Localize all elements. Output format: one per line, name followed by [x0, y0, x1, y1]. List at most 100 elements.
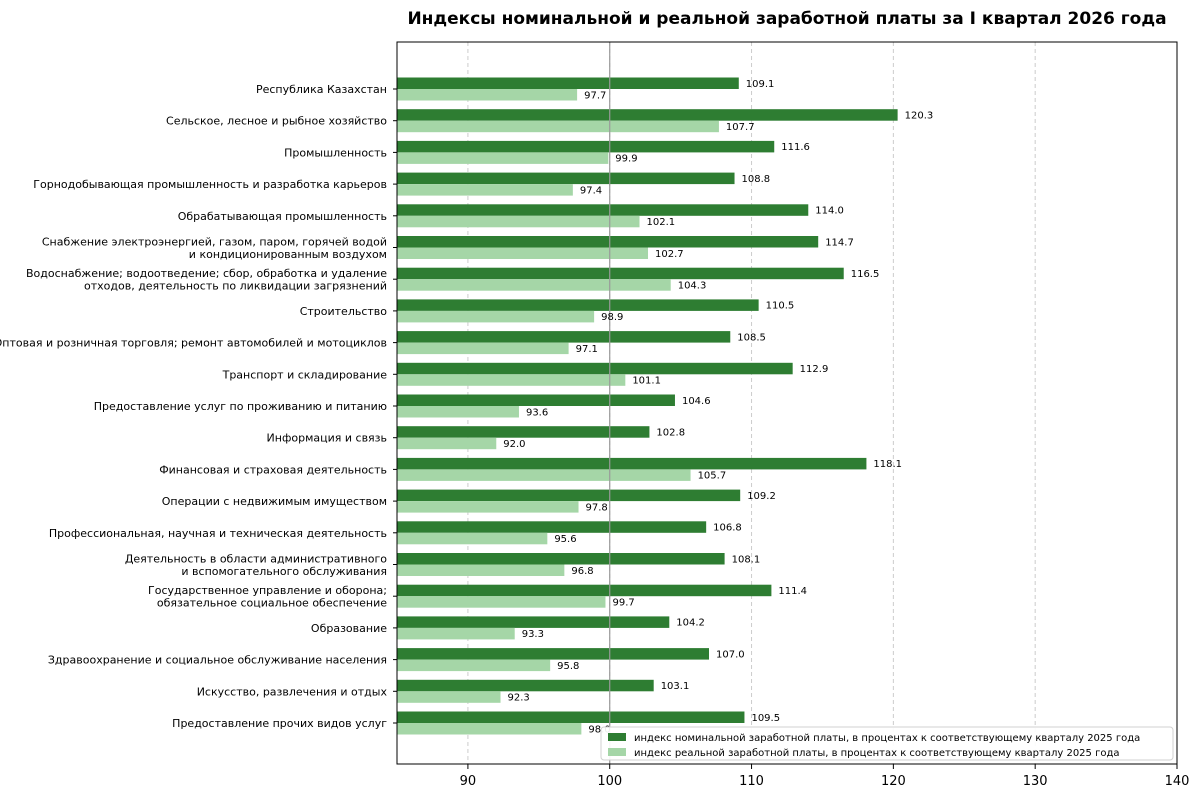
category-label-line: Снабжение электроэнергией, газом, паром,… — [42, 236, 387, 249]
data-label-nominal-13: 109.2 — [747, 491, 776, 502]
category-label-14: Профессиональная, научная и техническая … — [49, 527, 387, 540]
bar-real-5 — [397, 247, 649, 259]
category-label-line: Государственное управление и оборона; — [148, 584, 387, 597]
data-label-real-13: 97.8 — [586, 502, 608, 513]
data-label-real-16: 99.7 — [612, 597, 634, 608]
bar-real-0 — [397, 89, 578, 101]
legend: индекс номинальной заработной платы, в п… — [600, 726, 1174, 761]
category-label-17: Образование — [311, 622, 387, 635]
category-label-1: Сельское, лесное и рыбное хозяйство — [166, 115, 387, 128]
data-label-real-18: 95.8 — [557, 661, 579, 672]
bar-nominal-8 — [397, 331, 731, 343]
bar-real-17 — [397, 627, 515, 640]
data-label-real-2: 99.9 — [615, 154, 637, 165]
category-label-line: обязательное социальное обеспечение — [157, 597, 387, 610]
data-label-nominal-19: 103.1 — [661, 681, 690, 692]
x-tick-label-130: 130 — [1023, 774, 1048, 789]
bar-real-6 — [397, 279, 671, 291]
data-label-nominal-5: 114.7 — [825, 237, 854, 248]
data-label-nominal-2: 111.6 — [781, 142, 810, 153]
bar-real-8 — [397, 342, 569, 355]
bar-real-12 — [397, 469, 691, 481]
category-label-18: Здравоохранение и социальное обслуживани… — [48, 654, 387, 667]
category-label-19: Искусство, развлечения и отдых — [197, 685, 388, 698]
x-tick-label-100: 100 — [597, 774, 622, 789]
category-label-5: Снабжение электроэнергией, газом, паром,… — [42, 236, 387, 262]
data-label-nominal-15: 108.1 — [732, 554, 761, 565]
data-label-real-0: 97.7 — [584, 90, 606, 101]
bar-real-15 — [397, 564, 565, 576]
bar-nominal-1 — [397, 109, 898, 121]
bar-nominal-11 — [397, 426, 650, 438]
data-label-real-20: 98.0 — [588, 724, 610, 735]
bar-nominal-13 — [397, 489, 741, 502]
bar-real-9 — [397, 374, 626, 386]
category-label-12: Финансовая и страховая деятельность — [159, 463, 387, 476]
bar-nominal-16 — [397, 584, 772, 597]
x-tick-label-90: 90 — [460, 774, 477, 789]
bar-nominal-10 — [397, 394, 675, 406]
data-label-real-8: 97.1 — [576, 344, 598, 355]
bar-real-19 — [397, 691, 501, 703]
bar-nominal-15 — [397, 553, 725, 565]
category-label-line: отходов, деятельность по ликвидации загр… — [84, 280, 387, 293]
bar-real-20 — [397, 723, 582, 735]
legend-label-real: индекс реальной заработной платы, в проц… — [634, 748, 1120, 759]
bar-nominal-14 — [397, 521, 707, 533]
category-label-20: Предоставление прочих видов услуг — [172, 717, 387, 730]
category-label-6: Водоснабжение; водоотведение; сбор, обра… — [26, 267, 387, 293]
bar-real-18 — [397, 659, 551, 672]
legend-swatch-nominal — [608, 733, 626, 741]
category-label-0: Республика Казахстан — [256, 83, 387, 96]
bar-real-13 — [397, 501, 579, 513]
data-label-nominal-12: 118.1 — [873, 459, 902, 470]
bar-nominal-6 — [397, 267, 844, 280]
category-label-15: Деятельность в области административного… — [125, 553, 387, 579]
category-label-9: Транспорт и складирование — [222, 368, 388, 381]
data-label-nominal-6: 116.5 — [851, 269, 880, 280]
bar-nominal-20 — [397, 711, 745, 723]
bar-real-2 — [397, 152, 609, 164]
bar-real-10 — [397, 406, 519, 418]
category-label-7: Строительство — [300, 305, 388, 318]
data-label-real-14: 95.6 — [554, 534, 576, 545]
bar-nominal-5 — [397, 236, 819, 248]
data-label-real-3: 97.4 — [580, 185, 602, 196]
legend-swatch-real — [608, 748, 626, 756]
data-label-nominal-11: 102.8 — [656, 427, 685, 438]
data-label-nominal-17: 104.2 — [676, 618, 705, 629]
data-label-real-15: 96.8 — [571, 566, 593, 577]
bar-real-14 — [397, 532, 548, 545]
x-axis: 90 100 110 120 130 140 — [460, 764, 1190, 789]
bar-nominal-2 — [397, 140, 775, 153]
data-label-real-1: 107.7 — [726, 122, 755, 133]
category-label-10: Предоставление услуг по проживанию и пит… — [94, 400, 387, 413]
data-label-real-10: 93.6 — [526, 407, 548, 418]
legend-label-nominal: индекс номинальной заработной платы, в п… — [634, 733, 1140, 744]
category-label-8: Оптовая и розничная торговля; ремонт авт… — [0, 337, 387, 350]
bar-nominal-4 — [397, 204, 809, 216]
data-label-real-6: 104.3 — [678, 280, 707, 291]
data-label-real-9: 101.1 — [632, 376, 661, 387]
bar-real-7 — [397, 310, 595, 323]
bar-nominal-0 — [397, 77, 739, 89]
data-label-nominal-4: 114.0 — [815, 206, 844, 217]
category-label-2: Промышленность — [284, 146, 387, 159]
plot-frame — [396, 41, 1178, 765]
data-label-nominal-14: 106.8 — [713, 523, 742, 534]
category-label-line: и кондиционированным воздухом — [189, 248, 387, 261]
category-label-4: Обрабатывающая промышленность — [178, 210, 387, 223]
data-label-real-7: 98.9 — [601, 312, 623, 323]
data-label-real-11: 92.0 — [503, 439, 525, 450]
bars-layer — [397, 77, 898, 735]
category-label-3: Горнодобывающая промышленность и разрабо… — [33, 178, 387, 191]
x-tick-label-140: 140 — [1165, 774, 1190, 789]
bar-nominal-17 — [397, 616, 670, 628]
bar-nominal-18 — [397, 648, 709, 660]
x-tick-label-120: 120 — [881, 774, 906, 789]
category-label-16: Государственное управление и оборона; обя… — [148, 584, 387, 610]
labels-layer: 109.1 97.7 120.3 107.7 111.6 99.9 108.8 97.4 114… — [503, 79, 933, 736]
data-label-real-19: 92.3 — [508, 693, 530, 704]
bar-nominal-3 — [397, 172, 735, 185]
